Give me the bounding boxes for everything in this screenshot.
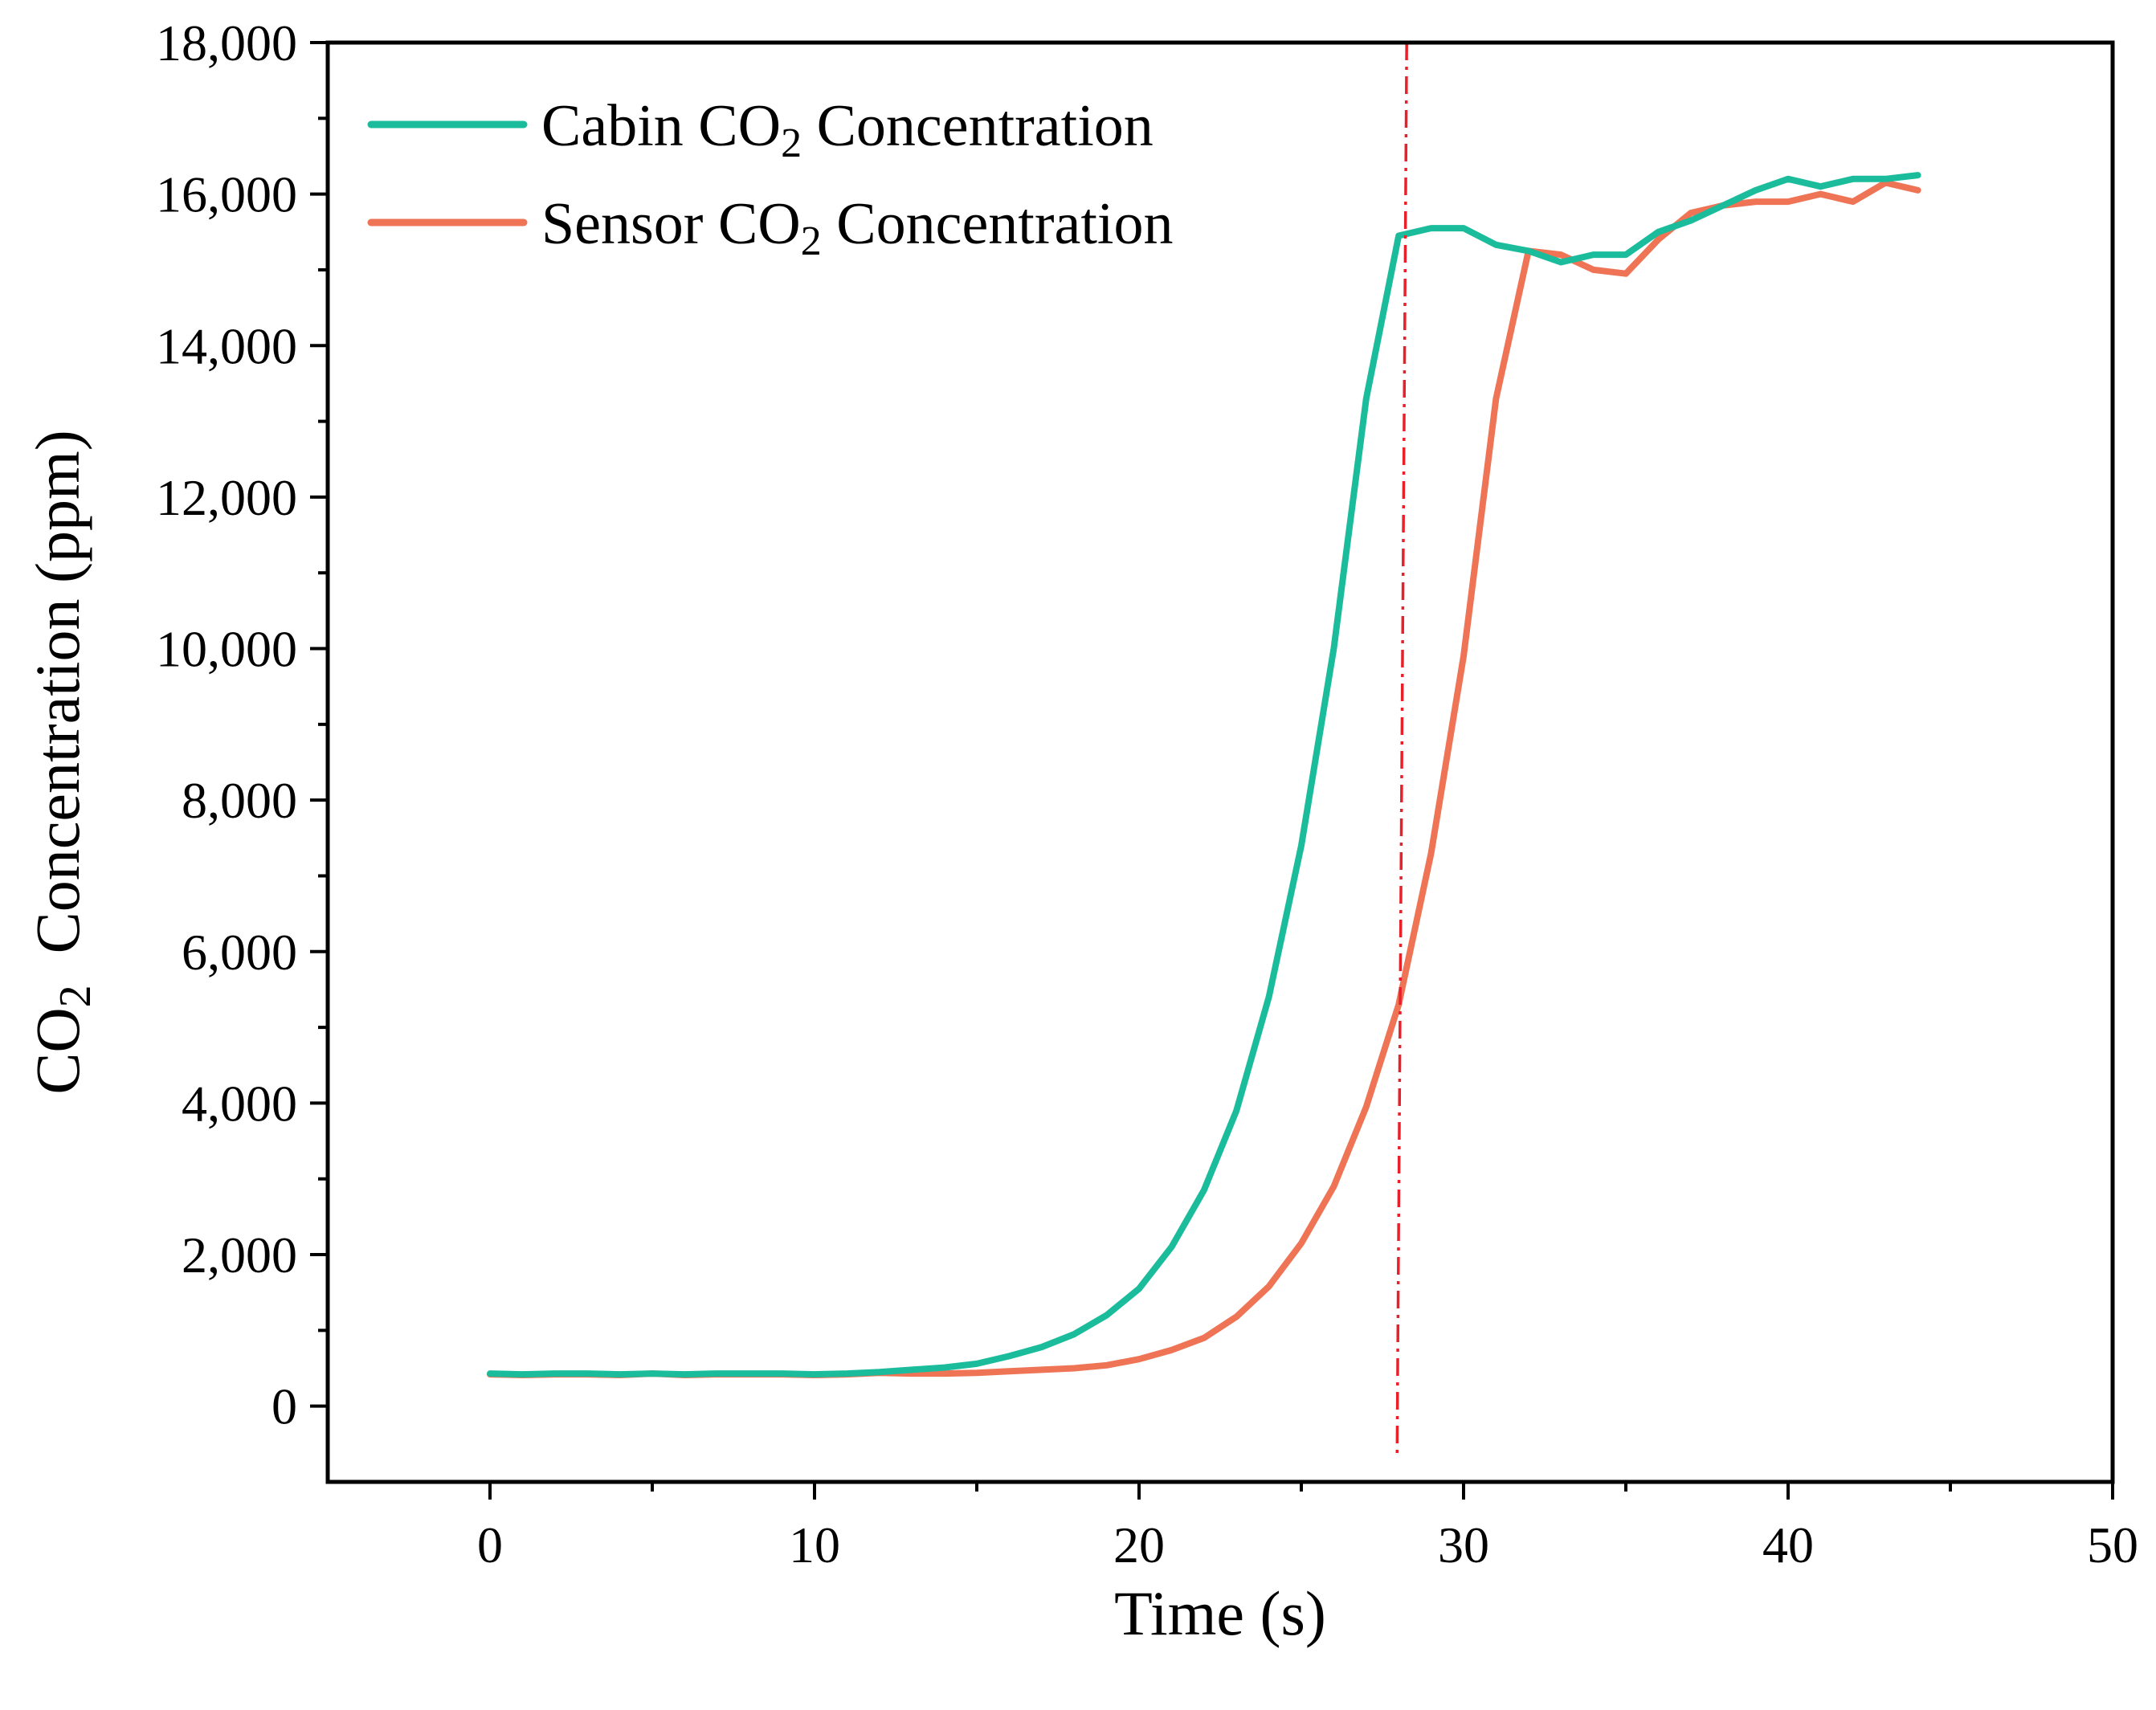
y-tick-label: 10,000 <box>156 621 297 678</box>
legend-label-cabin: Cabin CO2 Concentration <box>541 93 1154 166</box>
x-tick-label: 10 <box>789 1516 840 1573</box>
legend: Cabin CO2 Concentration Sensor CO2 Conce… <box>367 93 1173 264</box>
x-tick-label: 30 <box>1438 1516 1489 1573</box>
y-axis-title-co: CO <box>22 1007 92 1094</box>
legend-label-sensor: Sensor CO2 Concentration <box>541 191 1173 264</box>
y-tick-label: 12,000 <box>156 469 297 526</box>
y-tick-label: 14,000 <box>156 317 297 374</box>
y-tick-label: 18,000 <box>156 14 297 71</box>
x-tick-label: 50 <box>2087 1516 2138 1573</box>
plot-area <box>487 42 1921 1459</box>
y-axis-title-subscript: 2 <box>51 985 100 1007</box>
y-tick-label: 2,000 <box>182 1226 297 1284</box>
legend-label-sensor-pre: Sensor CO <box>541 191 801 257</box>
series-line-cabin <box>487 172 1921 1378</box>
y-tick-label: 16,000 <box>156 166 297 223</box>
y-tick-label: 0 <box>272 1378 297 1435</box>
x-axis: 0 10 20 30 40 50 <box>477 1482 2138 1573</box>
legend-label-sensor-post: Concentration <box>822 191 1174 257</box>
y-axis-title: CO2 Concentration (ppm) <box>22 430 100 1094</box>
x-tick-label: 0 <box>477 1516 503 1573</box>
legend-label-cabin-pre: Cabin CO <box>541 93 781 159</box>
legend-label-sensor-sub: 2 <box>801 218 822 264</box>
y-tick-label: 6,000 <box>182 924 297 981</box>
y-axis: 0 2,000 4,000 6,000 8,000 10,000 12,000 14,000 1… <box>156 14 328 1435</box>
vertical-marker-line <box>1395 42 1408 1459</box>
x-axis-title: Time (s) <box>1114 1578 1326 1648</box>
plot-frame <box>325 40 2115 1484</box>
y-tick-label: 8,000 <box>182 772 297 829</box>
y-tick-label: 4,000 <box>182 1075 297 1132</box>
x-tick-label: 40 <box>1762 1516 1814 1573</box>
y-axis-title-rest: Concentration (ppm) <box>22 430 92 985</box>
legend-label-cabin-post: Concentration <box>802 93 1154 159</box>
legend-label-cabin-sub: 2 <box>781 120 802 166</box>
x-tick-label: 20 <box>1113 1516 1165 1573</box>
